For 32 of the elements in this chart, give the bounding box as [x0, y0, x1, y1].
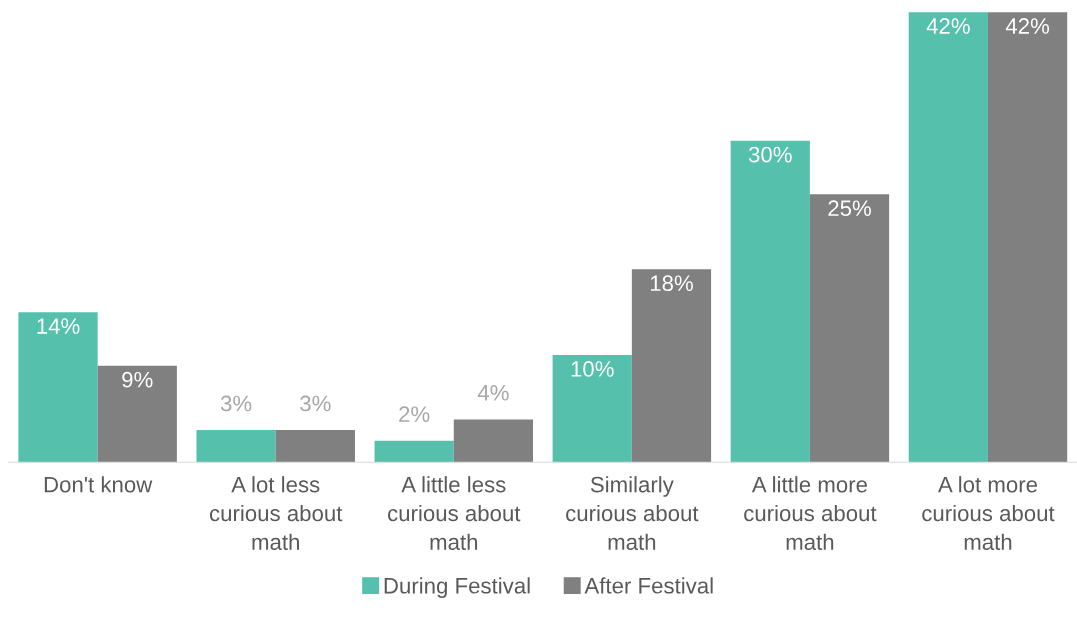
bar — [552, 355, 632, 463]
data-label: 9% — [122, 371, 153, 388]
bar — [18, 312, 98, 463]
data-label: 42% — [1005, 18, 1050, 34]
bar — [987, 12, 1068, 463]
bar — [631, 269, 712, 463]
x-tick-label: A little more curious about math — [744, 476, 877, 551]
data-label: 3% — [220, 395, 252, 412]
bar — [809, 194, 890, 463]
legend-label: After Festival — [584, 577, 713, 594]
x-tick-label: A lot more curious about math — [922, 476, 1055, 551]
data-label: 4% — [477, 384, 509, 401]
data-label: 42% — [926, 18, 970, 34]
data-label: 25% — [828, 200, 871, 217]
data-label: 3% — [300, 395, 331, 412]
bar — [908, 12, 988, 463]
bar — [730, 140, 810, 463]
data-label: 30% — [748, 146, 792, 163]
bar — [196, 430, 276, 463]
data-label: 14% — [37, 318, 80, 334]
data-label: 2% — [399, 406, 430, 422]
data-label: 18% — [650, 275, 693, 292]
data-label: 10% — [571, 361, 614, 377]
x-tick-label: A little less curious about math — [388, 476, 521, 551]
legend-label: During Festival — [384, 577, 530, 598]
x-tick-label: Similarly curious about math — [566, 476, 699, 551]
x-tick-label: Don't know — [44, 476, 153, 493]
x-tick-label: A lot less curious about math — [209, 476, 343, 551]
bar — [374, 440, 454, 463]
bar — [97, 365, 177, 463]
bar — [275, 430, 355, 463]
bar — [453, 419, 534, 463]
